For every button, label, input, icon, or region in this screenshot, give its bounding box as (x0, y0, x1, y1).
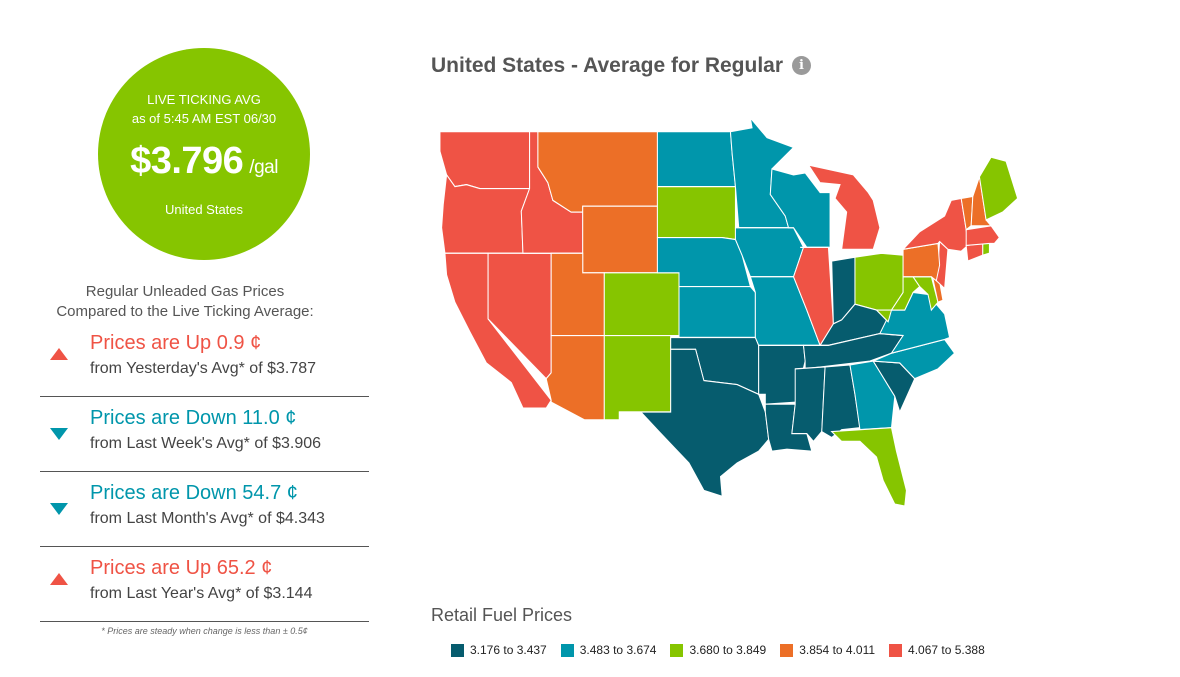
comparison-headline: Prices are Up 0.9 ¢ (90, 332, 262, 354)
live-average-circle: LIVE TICKING AVG as of 5:45 AM EST 06/30… (98, 48, 310, 260)
down-arrow-icon (50, 503, 68, 515)
live-region: United States (164, 202, 244, 217)
state-washington[interactable] (439, 131, 531, 190)
legend-label: 4.067 to 5.388 (908, 643, 985, 657)
steady-note: * Prices are steady when change is less … (101, 626, 308, 636)
state-ohio[interactable] (854, 252, 904, 311)
state-pennsylvania[interactable] (902, 242, 941, 282)
legend-swatch (670, 643, 684, 657)
us-price-map (439, 116, 1019, 507)
legend-item: 4.067 to 5.388 (889, 643, 985, 657)
subtitle-line-2: Compared to the Live Ticking Average: (56, 303, 314, 320)
down-arrow-icon (50, 428, 68, 440)
comparison-headline: Prices are Up 65.2 ¢ (90, 557, 273, 579)
state-montana[interactable] (537, 131, 658, 213)
state-new-mexico[interactable] (603, 334, 672, 421)
state-new-york[interactable] (901, 197, 969, 252)
legend-swatch (560, 643, 574, 657)
legend-label: 3.483 to 3.674 (579, 643, 657, 657)
comparison-headline: Prices are Down 54.7 ¢ (90, 482, 298, 504)
live-label: LIVE TICKING AVG (147, 92, 261, 107)
comparison-yesterday: Prices are Up 0.9 ¢ from Yesterday's Avg… (40, 326, 369, 397)
state-illinois[interactable] (792, 246, 834, 347)
comparison-detail: from Last Week's Avg* of $3.906 (90, 435, 322, 452)
up-arrow-icon (50, 348, 68, 360)
comparison-detail: from Yesterday's Avg* of $3.787 (90, 360, 317, 377)
comparison-last-year: Prices are Up 65.2 ¢ from Last Year's Av… (40, 551, 369, 622)
comparison-subtitle: Regular Unleaded Gas Prices Compared to … (20, 282, 350, 322)
live-price: $3.796/gal (98, 140, 310, 183)
state-new-hampshire[interactable] (970, 174, 993, 227)
live-price-value: $3.796 (130, 140, 244, 182)
state-colorado[interactable] (603, 272, 680, 337)
comparison-detail: from Last Year's Avg* of $3.144 (90, 585, 313, 602)
legend-item: 3.176 to 3.437 (451, 643, 547, 657)
comparison-detail: from Last Month's Avg* of $4.343 (90, 510, 325, 527)
state-arizona[interactable] (545, 334, 605, 421)
up-arrow-icon (50, 573, 68, 585)
comparison-last-week: Prices are Down 11.0 ¢ from Last Week's … (40, 401, 369, 472)
legend-label: 3.680 to 3.849 (689, 643, 767, 657)
as-of-timestamp: as of 5:45 AM EST 06/30 (131, 111, 277, 126)
subtitle-line-1: Regular Unleaded Gas Prices (85, 283, 285, 300)
legend-swatch (889, 643, 903, 657)
legend-item: 3.854 to 4.011 (780, 643, 875, 657)
legend-item: 3.680 to 3.849 (670, 643, 766, 657)
state-mississippi[interactable] (791, 366, 826, 443)
state-connecticut[interactable] (965, 242, 984, 262)
state-michigan[interactable] (807, 164, 881, 250)
legend-swatch (451, 643, 464, 657)
legend-item: 3.483 to 3.674 (560, 643, 657, 657)
comparison-headline: Prices are Down 11.0 ¢ (90, 407, 297, 429)
legend: 3.176 to 3.437 3.483 to 3.674 3.680 to 3.8… (451, 643, 999, 657)
legend-title: Retail Fuel Prices (431, 605, 573, 625)
state-maine[interactable] (978, 156, 1019, 221)
state-rhode-island[interactable] (982, 242, 990, 256)
legend-label: 3.854 to 4.011 (799, 643, 876, 657)
info-icon[interactable]: i (792, 56, 811, 75)
state-florida[interactable] (830, 427, 907, 507)
state-north-carolina[interactable] (873, 338, 956, 380)
state-south-dakota[interactable] (656, 186, 736, 241)
state-texas[interactable] (619, 348, 770, 498)
state-massachusetts[interactable] (965, 225, 1001, 247)
state-kansas[interactable] (678, 285, 756, 339)
state-north-dakota[interactable] (656, 131, 737, 188)
live-price-unit: /gal (249, 157, 278, 178)
legend-swatch (780, 643, 794, 657)
state-wyoming[interactable] (582, 205, 658, 274)
legend-label: 3.176 to 3.437 (470, 643, 547, 657)
map-title: United States - Average for Regular (431, 54, 784, 77)
comparison-last-month: Prices are Down 54.7 ¢ from Last Month's… (40, 476, 369, 547)
